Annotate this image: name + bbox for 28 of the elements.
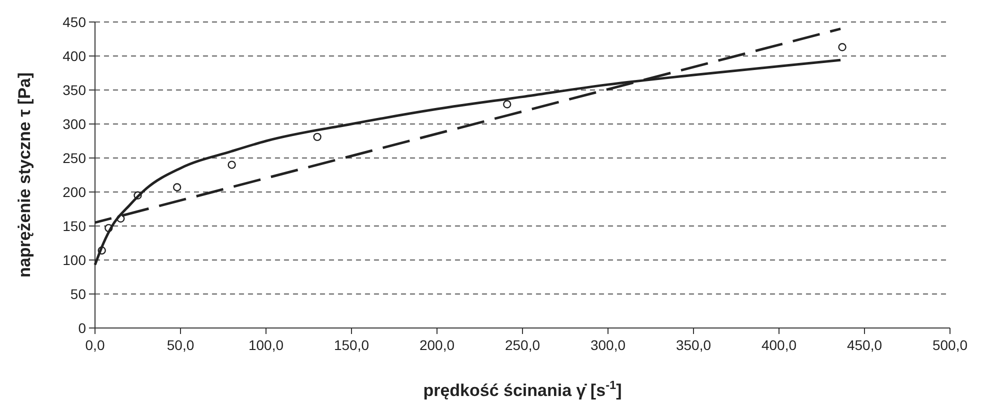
y-tick-label: 100 <box>62 252 86 268</box>
y-tick-label: 450 <box>62 14 86 30</box>
y-axis-title: naprężenie styczne τ [Pa] <box>15 72 34 278</box>
x-tick-label: 0,0 <box>85 337 105 353</box>
x-tick-label: 300,0 <box>590 337 626 353</box>
x-tick-label: 500,0 <box>932 337 968 353</box>
point <box>838 43 846 52</box>
x-tick-label: 400,0 <box>761 337 797 353</box>
y-tick-label: 400 <box>62 48 86 64</box>
y-tick-label: 350 <box>62 82 86 98</box>
x-tick-label: 150,0 <box>334 337 370 353</box>
point <box>313 132 322 142</box>
x-tick-label: 350,0 <box>676 337 712 353</box>
point <box>228 160 236 169</box>
y-tick-label: 150 <box>62 218 86 234</box>
x-tick-label: 250,0 <box>504 337 540 353</box>
x-axis-title: prędkość ścinania γ̇ [s$^{-1}$] <box>423 378 622 400</box>
y-tick-label: 50 <box>70 286 86 302</box>
x-tick-label: 100,0 <box>248 337 284 353</box>
x-tick-label: 450,0 <box>846 337 882 353</box>
x-tick-label: 200,0 <box>419 337 455 353</box>
x-tick-label: 50,0 <box>166 337 194 353</box>
y-tick-label: 250 <box>62 150 86 166</box>
point <box>172 183 182 192</box>
point <box>503 100 512 108</box>
y-tick-label: 300 <box>62 116 86 132</box>
y-tick-label: 200 <box>62 184 86 200</box>
y-tick-label: 0 <box>78 320 86 336</box>
